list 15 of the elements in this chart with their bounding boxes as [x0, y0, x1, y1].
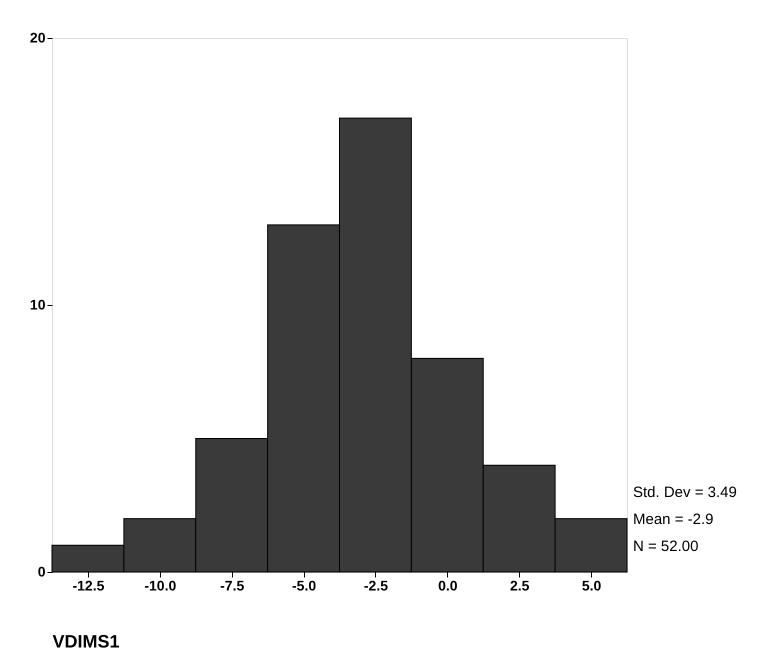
x-tick-label: -12.5	[72, 578, 105, 594]
x-axis-title: VDIMS1	[52, 632, 120, 652]
x-tick-label: 2.5	[510, 578, 530, 594]
x-tick-label: -5.0	[292, 578, 316, 594]
text: Mean = -2.9	[633, 511, 714, 528]
x-tick-label: -7.5	[220, 578, 244, 594]
y-tick-label: 20	[30, 30, 46, 46]
text: N = 52.00	[633, 538, 698, 555]
x-tick-label: -2.5	[364, 578, 388, 594]
y-tick-label: 0	[38, 564, 46, 580]
x-tick-label: -10.0	[144, 578, 176, 594]
x-tick-label: 0.0	[438, 578, 458, 594]
text: Std. Dev = 3.49	[633, 484, 737, 501]
y-tick-label: 10	[30, 296, 46, 312]
x-tick-label: 5.0	[582, 578, 602, 594]
